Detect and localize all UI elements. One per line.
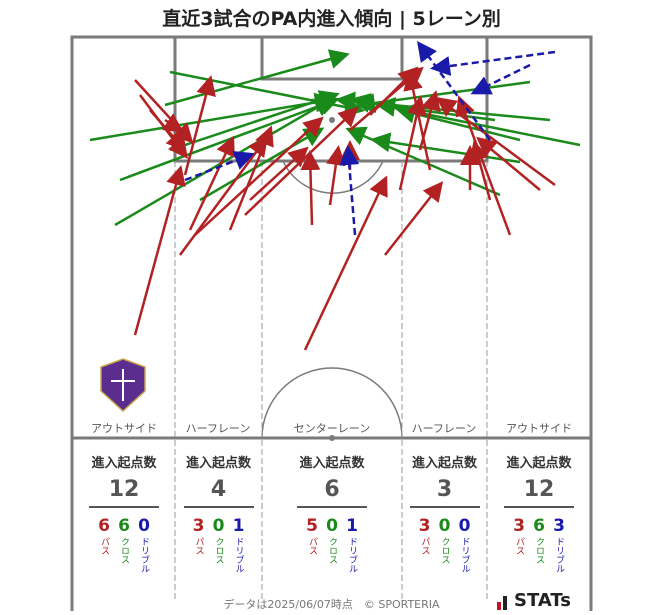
dribble-arrow	[417, 40, 492, 141]
cross-arrow	[199, 127, 325, 202]
pass-arrow	[194, 116, 324, 236]
lane-label: アウトサイド	[506, 422, 572, 435]
cross-count: 0 クロス	[326, 516, 338, 564]
club-crest	[100, 358, 146, 413]
penalty-spot	[329, 117, 335, 123]
entry-arrows	[89, 40, 581, 351]
crest-cross	[111, 369, 135, 401]
lane-header: 進入起点数	[411, 456, 477, 471]
cross-count: 0 クロス	[438, 516, 451, 564]
lane-divider-bar	[504, 506, 574, 508]
lane-label: ハーフレーン	[412, 422, 477, 435]
pass-arrow	[418, 90, 441, 151]
pass-arrow	[403, 70, 432, 171]
pass-arrow	[325, 145, 346, 206]
lane-label: センターレーン	[294, 422, 370, 435]
lane-summary: 進入起点数 6 5 パス 0 クロス 1 ドリブル	[263, 452, 401, 573]
dribble-arrow	[184, 151, 255, 182]
lane-total: 12	[523, 477, 555, 502]
lane-label: ハーフレーン	[186, 422, 251, 435]
dribble-count: 1 ドリブル	[232, 516, 245, 573]
stats-logo: STATs	[497, 590, 571, 611]
lane-summary: 進入起点数 12 3 パス 6 クロス 3 ドリブル	[489, 452, 589, 573]
lane-summary: 進入起点数 4 3 パス 0 クロス 1 ドリブル	[176, 452, 261, 573]
dribble-count: 1 ドリブル	[346, 516, 358, 573]
pass-arrow	[303, 175, 388, 351]
pass-arrow	[435, 97, 556, 187]
cross-arrow	[355, 80, 531, 113]
pass-count: 5 パス	[306, 516, 318, 555]
dribble-arrow	[430, 50, 556, 76]
lane-header: 進入起点数	[299, 456, 365, 471]
lane-divider-bar	[89, 506, 159, 508]
pass-count: 6 パス	[98, 516, 110, 555]
pass-arrow	[300, 150, 321, 226]
lane-divider-bar	[297, 506, 367, 508]
pass-arrow	[384, 181, 444, 256]
lane-summary: 進入起点数 12 6 パス 6 クロス 0 ドリブル	[75, 452, 173, 573]
lane-summary: 進入起点数 3 3 パス 0 クロス 0 ドリブル	[403, 452, 486, 573]
pass-arrow	[161, 113, 185, 133]
dribble-arrow	[339, 145, 360, 236]
center-circle-arc	[261, 367, 403, 439]
lane-total: 4	[210, 477, 227, 502]
lane-total: 12	[108, 477, 140, 502]
lane-divider-bar	[183, 506, 254, 508]
cross-count: 6 クロス	[533, 516, 545, 564]
pass-arrow	[249, 146, 309, 201]
lane-header: 進入起点数	[185, 456, 251, 471]
lane-name-labels: アウトサイド ハーフレーン センターレーン ハーフレーン アウトサイド	[91, 422, 572, 435]
cross-arrow	[89, 92, 335, 142]
pass-count: 3 パス	[418, 516, 431, 555]
lane-total: 3	[436, 477, 453, 502]
lane-header: 進入起点数	[506, 456, 572, 471]
center-spot	[329, 435, 335, 441]
pass-arrow	[188, 135, 235, 231]
stats-logo-icon	[497, 594, 511, 610]
dribble-count: 0 ドリブル	[138, 516, 150, 573]
lane-divider-bar	[409, 506, 480, 508]
page-title: 直近3試合のPA内進入傾向 | 5レーン別	[162, 8, 501, 30]
lane-label: アウトサイド	[91, 422, 157, 435]
pass-arrow	[228, 125, 274, 231]
pass-count: 3 パス	[513, 516, 525, 555]
pass-count: 3 パス	[192, 516, 205, 555]
lane-total: 6	[324, 477, 340, 502]
pass-arrow	[476, 136, 541, 191]
pass-arrow	[183, 75, 216, 176]
pass-arrow	[398, 95, 427, 191]
cross-count: 0 クロス	[212, 516, 225, 564]
cross-arrow	[169, 90, 340, 152]
cross-count: 6 クロス	[118, 516, 130, 564]
dribble-count: 0 ドリブル	[458, 516, 471, 573]
cross-arrow	[370, 132, 521, 164]
goal-area	[260, 35, 404, 81]
stats-logo-text: STATs	[514, 590, 571, 611]
cross-arrow	[164, 49, 350, 107]
dribble-count: 3 ドリブル	[553, 516, 565, 573]
pass-arrow	[455, 95, 512, 236]
lane-header: 進入起点数	[91, 456, 157, 471]
data-timestamp-footer: データは2025/06/07時点 © SPORTERIA	[223, 598, 440, 611]
pass-arrow	[133, 165, 186, 336]
